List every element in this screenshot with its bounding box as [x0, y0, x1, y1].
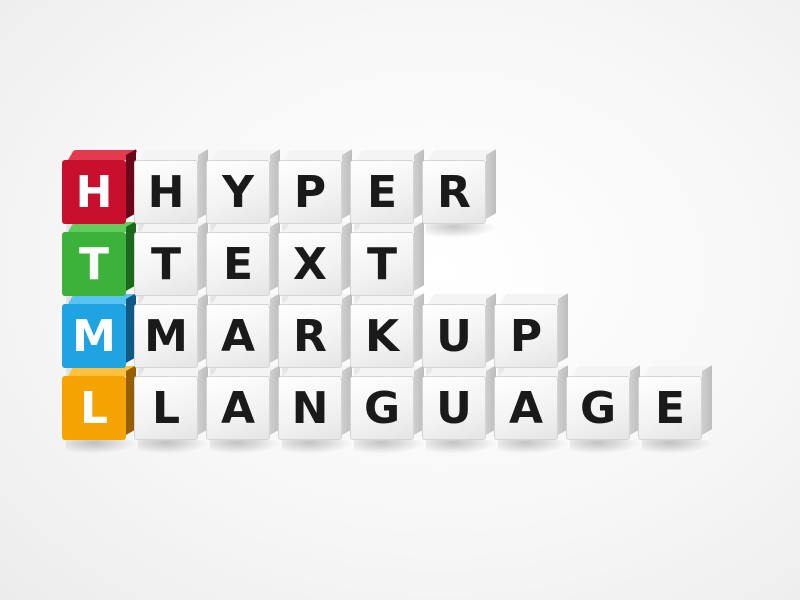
cube-face: T	[350, 232, 414, 296]
word-letter-cube: L	[134, 365, 210, 454]
cube-face: P	[494, 304, 558, 368]
word-letter-cube: M	[134, 293, 210, 382]
word-letter-cube: A	[206, 365, 282, 454]
word-letter-cube: Y	[206, 149, 282, 238]
cube-face: H	[62, 160, 126, 224]
cube-face: R	[422, 160, 486, 224]
word-letter-cube: G	[350, 365, 426, 454]
cube-face: A	[206, 304, 270, 368]
word-letter-cube: T	[134, 221, 210, 310]
cube-side	[702, 365, 712, 435]
word-letter-cube: K	[350, 293, 426, 382]
word-letter-cube: H	[134, 149, 210, 238]
cube-face: K	[350, 304, 414, 368]
cube-face: G	[566, 376, 630, 440]
cube-face: M	[134, 304, 198, 368]
cube-side	[486, 149, 496, 219]
cube-face: G	[350, 376, 414, 440]
word-letter-cube: A	[206, 293, 282, 382]
word-letter-cube: U	[422, 365, 498, 454]
cube-face: A	[494, 376, 558, 440]
cube-side	[414, 221, 424, 291]
word-letter-cube: G	[566, 365, 642, 454]
cube-face: M	[62, 304, 126, 368]
cube-face: U	[422, 304, 486, 368]
cube-side	[558, 293, 568, 363]
word-letter-cube: R	[278, 293, 354, 382]
cube-face: Y	[206, 160, 270, 224]
cube-face: T	[62, 232, 126, 296]
word-letter-cube: E	[206, 221, 282, 310]
cube-face: U	[422, 376, 486, 440]
cube-face: N	[278, 376, 342, 440]
cube-face: L	[134, 376, 198, 440]
word-letter-cube: X	[278, 221, 354, 310]
cube-face: P	[278, 160, 342, 224]
word-letter-cube: E	[350, 149, 426, 238]
cube-face: A	[206, 376, 270, 440]
cube-face: E	[350, 160, 414, 224]
cube-face: T	[134, 232, 198, 296]
letter-cube-h: H	[62, 149, 138, 238]
cube-face: H	[134, 160, 198, 224]
word-letter-cube: R	[422, 149, 498, 238]
word-letter-cube: N	[278, 365, 354, 454]
word-letter-cube: U	[422, 293, 498, 382]
cube-face: E	[206, 232, 270, 296]
word-letter-cube: E	[638, 365, 714, 454]
cube-face: E	[638, 376, 702, 440]
letter-cube-l: L	[62, 365, 138, 454]
word-letter-cube: A	[494, 365, 570, 454]
word-letter-cube: P	[494, 293, 570, 382]
cube-face: R	[278, 304, 342, 368]
word-letter-cube: P	[278, 149, 354, 238]
cube-face: L	[62, 376, 126, 440]
word-letter-cube: T	[350, 221, 426, 310]
letter-cube-m: M	[62, 293, 138, 382]
cube-face: X	[278, 232, 342, 296]
letter-cube-t: T	[62, 221, 138, 310]
